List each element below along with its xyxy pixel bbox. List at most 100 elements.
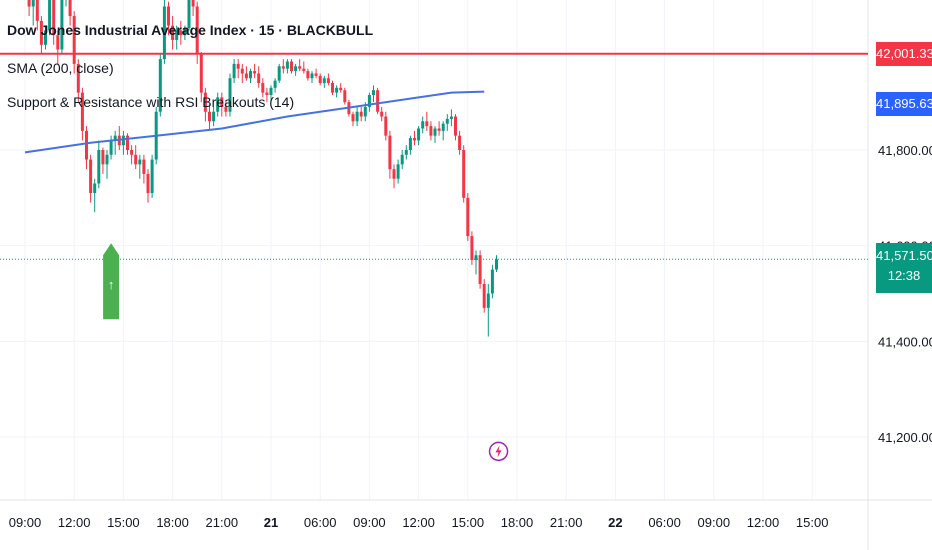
candle-body <box>413 138 416 141</box>
candle-body <box>314 73 318 76</box>
candle-body <box>367 94 371 107</box>
candle-body <box>392 169 396 179</box>
candle-body <box>380 111 384 117</box>
candle-body <box>31 0 35 7</box>
candle-body <box>52 0 56 36</box>
bar-countdown: 12:38 <box>887 268 921 284</box>
breakout-marker <box>103 243 120 320</box>
sma-price-label: 41,895.63 <box>876 92 932 117</box>
candle-body <box>142 159 146 174</box>
candle-body <box>273 80 277 88</box>
candle-body <box>167 6 170 26</box>
candle-body <box>203 92 207 112</box>
x-tick-label: 06:00 <box>304 515 337 530</box>
candle-body <box>228 78 232 112</box>
candle-body <box>384 116 388 136</box>
resistance-price-label: 42,001.33 <box>876 41 932 66</box>
candle-body <box>232 63 236 79</box>
candle-body <box>351 114 355 122</box>
last-price-value: 41,571.50 <box>876 248 932 264</box>
candle-body <box>265 92 269 95</box>
candle-body <box>208 111 211 122</box>
candle-body <box>195 6 199 55</box>
x-tick-label: 21:00 <box>206 515 239 530</box>
candle-body <box>158 59 162 112</box>
candle-body <box>376 90 380 112</box>
x-tick-label: 12:00 <box>747 515 780 530</box>
candle-body <box>310 73 314 79</box>
candle-body <box>93 183 97 194</box>
candle-body <box>27 0 31 7</box>
candle-body <box>150 159 154 194</box>
lightning-bolt-icon <box>495 445 502 458</box>
candle-body <box>441 123 445 131</box>
candle-body <box>322 78 326 84</box>
candle-body <box>372 90 375 95</box>
candle-body <box>72 16 76 64</box>
candle-body <box>454 116 457 136</box>
candle-body <box>478 255 482 284</box>
x-tick-label: 06:00 <box>648 515 681 530</box>
candle-body <box>318 75 322 84</box>
candle-body <box>138 159 142 165</box>
x-tick-label: 15:00 <box>452 515 485 530</box>
x-tick-label: 09:00 <box>353 515 386 530</box>
x-tick-label: 12:00 <box>402 515 435 530</box>
candle-body <box>269 87 273 95</box>
y-tick-label: 41,400.00 <box>878 334 932 349</box>
candle-body <box>35 0 39 21</box>
candle-body <box>39 20 43 45</box>
candle-body <box>421 121 425 129</box>
candle-body <box>85 130 88 160</box>
x-tick-label: 15:00 <box>107 515 140 530</box>
candle-body <box>490 269 494 294</box>
sr-rsi-legend: Support & Resistance with RSI Breakouts … <box>7 94 295 110</box>
candle-body <box>105 154 109 165</box>
y-tick-label: 41,800.00 <box>878 143 932 158</box>
candle-body <box>400 154 404 165</box>
candle-body <box>408 138 412 150</box>
x-tick-label: 09:00 <box>9 515 42 530</box>
candle-body <box>130 150 134 155</box>
candle-body <box>437 128 441 131</box>
candle-body <box>257 73 261 84</box>
x-tick-label: 21 <box>264 515 278 530</box>
candle-body <box>97 150 101 184</box>
candle-body <box>388 135 392 170</box>
x-tick-label: 18:00 <box>156 515 189 530</box>
candle-body <box>236 63 240 69</box>
candle-body <box>326 78 330 84</box>
candle-body <box>285 61 289 69</box>
candle-body <box>482 283 486 308</box>
candle-body <box>355 111 359 122</box>
candle-body <box>396 164 400 179</box>
candle-body <box>425 121 429 127</box>
x-tick-label: 15:00 <box>796 515 829 530</box>
candle-body <box>224 106 228 112</box>
candle-body <box>101 150 105 165</box>
candle-body <box>44 30 47 45</box>
candle-body <box>359 111 363 117</box>
candle-body <box>191 0 195 7</box>
candle-body <box>48 0 52 31</box>
candle-body <box>60 0 64 50</box>
candle-body <box>404 150 408 155</box>
candle-body <box>458 135 462 150</box>
candle-body <box>462 150 466 198</box>
candle-body <box>253 71 257 74</box>
candle-body <box>363 106 367 117</box>
candle-body <box>335 87 339 93</box>
sma-line <box>24 90 485 154</box>
candle-body <box>216 97 220 112</box>
candle-body <box>121 135 125 146</box>
sma-legend: SMA (200, close) <box>7 60 114 76</box>
candle-body <box>466 197 470 237</box>
candle-body <box>277 66 281 81</box>
candle-body <box>199 54 203 93</box>
chart-title: Dow Jones Industrial Average Index · 15 … <box>7 22 374 38</box>
candle-body <box>495 259 498 270</box>
candle-body <box>331 83 334 93</box>
x-tick-label: 12:00 <box>58 515 91 530</box>
candle-body <box>244 73 248 79</box>
